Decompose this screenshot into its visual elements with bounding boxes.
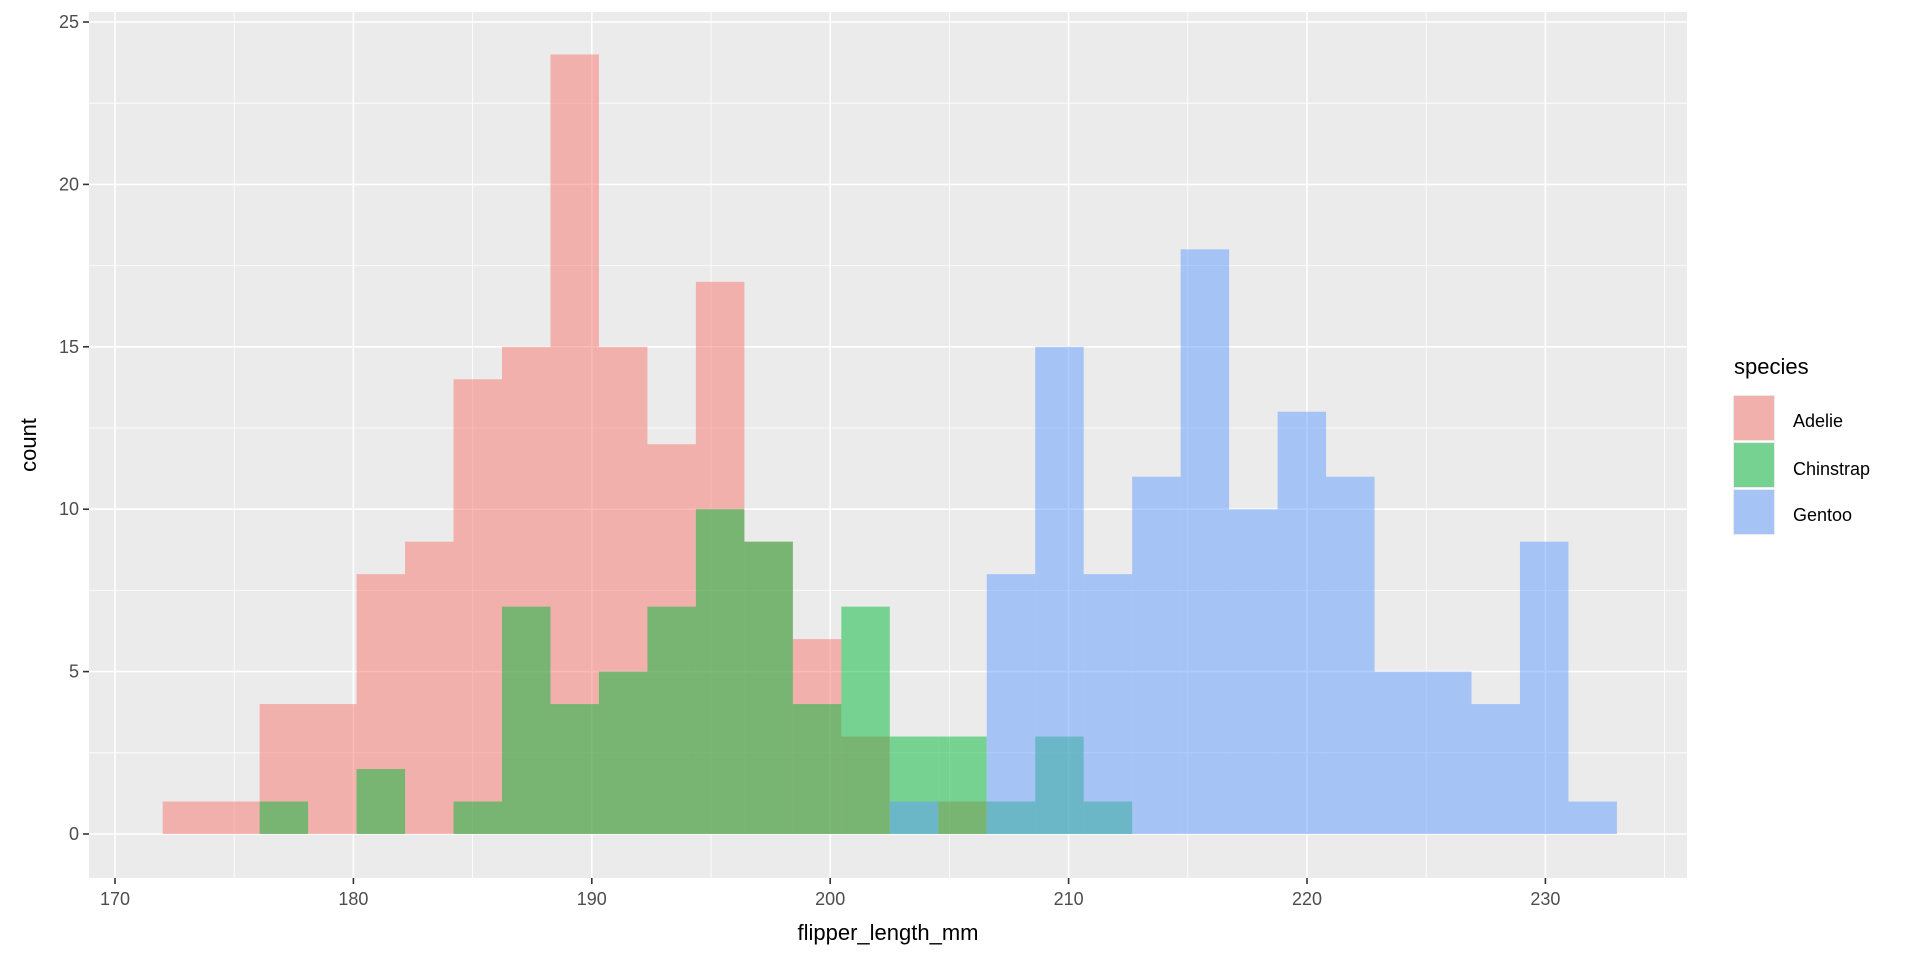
bar-adelie: [405, 541, 454, 834]
y-tick-label: 15: [59, 337, 79, 357]
bar-chinstrap: [453, 801, 503, 834]
y-tick-label: 25: [59, 12, 79, 32]
bar-chinstrap: [938, 736, 987, 834]
y-tick-label: 5: [69, 662, 79, 682]
bar-adelie: [308, 704, 357, 834]
bar-gentoo: [889, 801, 939, 834]
bar-adelie: [162, 801, 212, 834]
legend-key-adelie: [1734, 396, 1774, 440]
y-axis-title: count: [16, 418, 41, 472]
x-tick-label: 200: [815, 889, 845, 909]
y-tick-label: 0: [69, 824, 79, 844]
bar-gentoo: [1083, 574, 1133, 834]
x-tick-label: 190: [577, 889, 607, 909]
x-axis-title: flipper_length_mm: [798, 920, 979, 945]
bar-gentoo: [1277, 411, 1327, 834]
legend: species Adelie Chinstrap Gentoo: [1733, 354, 1870, 535]
legend-label-chinstrap: Chinstrap: [1793, 459, 1870, 479]
bar-gentoo: [1132, 476, 1181, 834]
bar-chinstrap: [502, 606, 551, 834]
x-tick-label: 170: [100, 889, 130, 909]
bar-chinstrap: [259, 801, 309, 834]
x-tick-label: 210: [1054, 889, 1084, 909]
bar-gentoo: [1568, 801, 1617, 834]
legend-key-chinstrap: [1734, 443, 1774, 487]
bars: [162, 54, 1617, 835]
x-tick-label: 230: [1530, 889, 1560, 909]
y-tick-label: 10: [59, 499, 79, 519]
bar-gentoo: [1423, 671, 1472, 834]
axes: 170 180 190 200 210 220 230 0 5 10 15 20 25: [59, 12, 1560, 909]
y-tick-label: 20: [59, 174, 79, 194]
legend-label-adelie: Adelie: [1793, 411, 1843, 431]
bar-gentoo: [1471, 704, 1520, 834]
bar-chinstrap: [647, 606, 696, 834]
x-tick-label: 180: [338, 889, 368, 909]
bar-chinstrap: [356, 769, 406, 834]
bar-gentoo: [1326, 476, 1375, 834]
bar-chinstrap: [695, 509, 745, 834]
bar-chinstrap: [841, 606, 890, 834]
legend-label-gentoo: Gentoo: [1793, 505, 1852, 525]
bar-chinstrap: [598, 671, 648, 834]
bar-adelie: [453, 379, 503, 834]
bar-gentoo: [1374, 671, 1424, 834]
bar-gentoo: [986, 574, 1036, 834]
bar-chinstrap: [550, 704, 599, 834]
legend-title: species: [1734, 354, 1809, 379]
bar-gentoo: [1229, 509, 1278, 834]
bar-gentoo: [1035, 346, 1084, 834]
x-tick-label: 220: [1292, 889, 1322, 909]
legend-key-gentoo: [1734, 490, 1774, 534]
bar-chinstrap: [744, 541, 793, 834]
bar-gentoo: [1180, 249, 1230, 835]
bar-gentoo: [1519, 541, 1569, 834]
bar-chinstrap: [792, 704, 842, 834]
bar-adelie: [211, 801, 260, 834]
